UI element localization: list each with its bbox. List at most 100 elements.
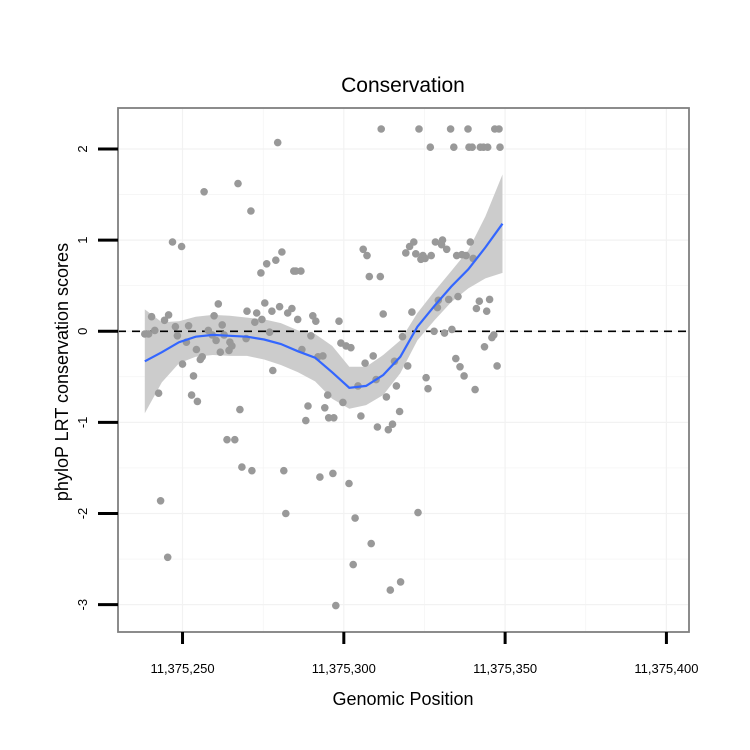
data-point	[402, 249, 410, 257]
data-point	[386, 586, 395, 594]
data-point	[347, 343, 355, 352]
data-point	[440, 329, 449, 337]
data-point	[392, 382, 401, 390]
data-point	[272, 256, 280, 265]
data-point	[398, 332, 407, 341]
data-point	[144, 330, 153, 338]
data-point	[483, 143, 492, 151]
data-point	[377, 125, 386, 133]
data-point	[426, 143, 435, 151]
y-tick-label: -2	[75, 508, 90, 520]
data-point	[319, 352, 327, 360]
data-point	[278, 248, 286, 256]
data-point	[410, 238, 418, 246]
data-point	[424, 384, 432, 393]
data-point	[496, 143, 504, 151]
data-point	[265, 328, 274, 337]
x-tick-label: 11,375,400	[634, 661, 698, 676]
data-point	[304, 402, 312, 410]
data-point	[444, 295, 453, 304]
y-tick-label: -3	[75, 599, 90, 611]
plot-panel	[117, 107, 690, 633]
data-point	[446, 125, 455, 133]
data-point	[395, 407, 404, 416]
data-point	[349, 560, 358, 569]
y-axis-label: phyloP LRT conservation scores	[52, 243, 72, 501]
data-point	[359, 245, 368, 254]
data-point	[462, 251, 470, 260]
data-point	[460, 372, 468, 380]
data-point	[269, 366, 277, 375]
data-point	[396, 578, 405, 586]
data-point	[192, 345, 201, 354]
data-point	[173, 332, 182, 340]
data-point	[422, 373, 430, 382]
data-point	[421, 254, 429, 263]
data-point	[493, 362, 501, 370]
data-point	[184, 322, 193, 330]
panel-background	[118, 108, 689, 632]
data-point	[282, 509, 290, 518]
data-point	[456, 363, 464, 371]
data-point	[212, 336, 220, 345]
data-point	[257, 269, 265, 277]
data-point	[454, 292, 462, 301]
data-point	[363, 251, 371, 260]
data-point	[171, 322, 180, 331]
data-point	[357, 412, 365, 420]
data-point	[248, 466, 256, 475]
data-point	[268, 307, 276, 316]
data-point	[238, 463, 246, 471]
data-point	[293, 315, 302, 324]
data-point	[178, 360, 187, 368]
data-point	[442, 245, 451, 254]
data-point	[177, 242, 186, 251]
data-point	[427, 251, 436, 260]
x-tick-label: 11,375,300	[312, 661, 376, 676]
data-point	[218, 321, 226, 329]
data-point	[288, 304, 296, 313]
data-point	[464, 125, 472, 133]
x-tick-label: 11,375,350	[473, 661, 537, 676]
x-axis: 11,375,250 11,375,300 11,375,350 11,375,400	[150, 632, 698, 676]
y-tick-label: 0	[75, 328, 90, 335]
data-point	[351, 514, 359, 522]
data-point	[452, 354, 460, 363]
data-point	[187, 391, 196, 399]
data-point	[160, 316, 169, 325]
data-point	[361, 359, 369, 368]
data-point	[367, 539, 376, 548]
data-point	[475, 297, 484, 306]
data-point	[323, 391, 332, 399]
data-point	[280, 466, 288, 475]
data-point	[415, 125, 423, 133]
y-tick-label: 2	[75, 145, 90, 152]
data-point	[228, 342, 236, 350]
data-point	[495, 125, 503, 133]
data-point	[335, 317, 343, 326]
data-point	[302, 416, 310, 425]
x-tick-label: 11,375,250	[150, 661, 214, 676]
data-point	[163, 553, 172, 562]
panel-border	[117, 107, 690, 633]
data-point	[275, 302, 284, 311]
data-point	[379, 310, 388, 318]
data-point	[330, 414, 338, 422]
data-point	[312, 317, 320, 326]
data-point	[388, 420, 397, 429]
data-point	[234, 179, 242, 188]
data-point	[365, 272, 374, 281]
y-axis: -3 -2 -1 0 1 2	[75, 145, 118, 610]
data-point	[307, 332, 315, 340]
data-point	[485, 295, 494, 304]
data-point	[189, 372, 198, 380]
data-point	[448, 325, 456, 334]
data-point	[408, 308, 416, 316]
data-point	[438, 236, 447, 244]
data-point	[482, 307, 491, 316]
data-point	[369, 352, 378, 360]
data-point	[466, 238, 475, 246]
data-point	[168, 238, 177, 246]
